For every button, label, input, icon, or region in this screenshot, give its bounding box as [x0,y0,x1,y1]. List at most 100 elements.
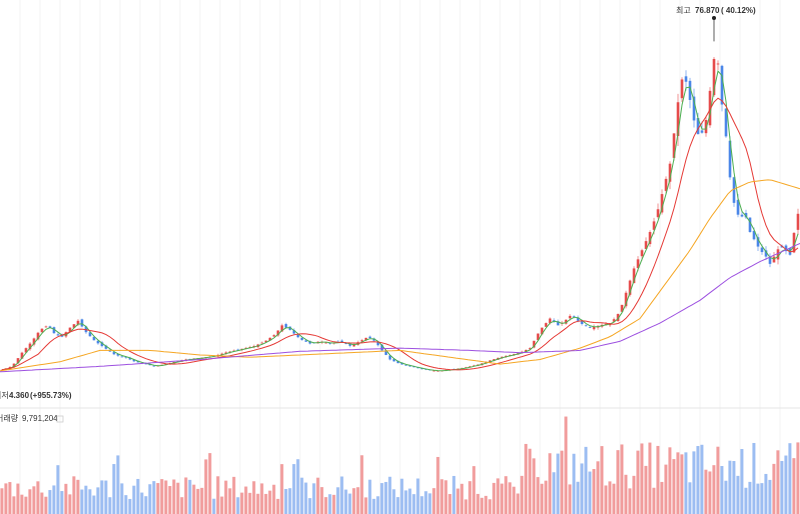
volume-bar [128,498,132,514]
volume-bar [124,495,128,514]
candle-body [328,343,332,344]
volume-bar [748,481,752,514]
volume-bar [476,493,480,514]
candle-body [648,232,652,245]
volume-bar [480,497,484,514]
volume-bar [624,474,628,514]
volume-bar [652,487,656,514]
volume-bar [492,482,496,514]
candle-body [624,292,628,307]
candle-body [784,245,788,252]
volume-bar [336,487,340,514]
volume-bar [348,493,352,514]
candle-body [636,259,640,269]
volume-bar [636,450,640,514]
volume-bar [692,451,696,514]
volume-bar [696,446,700,514]
candle-body [36,332,40,340]
volume-bar [116,455,120,514]
volume-bar [268,490,272,514]
volume-bar [264,493,268,514]
volume-bar [668,447,672,514]
volume-bar [152,481,156,514]
volume-bar [452,475,456,514]
volume-bar [496,478,500,514]
candle-body [700,130,704,133]
volume-bar [640,443,644,514]
volume-bar [552,472,556,514]
candle-body [644,241,648,249]
candle-body [120,356,124,358]
volume-bar [148,484,152,514]
volume-bar [796,442,800,514]
volume-bar [144,496,148,514]
volume-bar [740,449,744,514]
candle-body [104,345,108,349]
candle-body [688,80,692,100]
candle-body [404,364,408,366]
candle-body [304,340,308,342]
volume-bar [604,485,608,514]
candle-body [284,324,288,328]
candle-body [220,353,224,355]
volume-bar [628,488,632,514]
candle-body [396,360,400,364]
volume-bar [88,489,92,514]
volume-bar [432,488,436,514]
volume-bar [428,493,432,514]
volume-bar [468,481,472,514]
low-label-prefix: 최저 [0,390,9,400]
volume-legend-box[interactable] [56,415,64,423]
volume-bar [204,459,208,514]
volume-bar [488,499,492,514]
volume-bar [612,483,616,514]
ma60-line [0,179,800,372]
candle-body [580,320,584,324]
candle-body [592,326,596,330]
volume-bar [252,481,256,514]
volume-bar [540,483,544,514]
volume-bar [420,496,424,514]
candle-body [696,118,700,135]
volume-bar [232,476,236,514]
candle-body [92,336,96,341]
candle-body [652,221,656,230]
volume-bar [536,477,540,514]
volume-bar [208,453,212,514]
candle-body [400,362,404,365]
candle-body [348,343,352,346]
volume-bar [736,475,740,514]
candle-body [152,365,156,367]
low-label-value: 4.360 [9,391,30,400]
volume-value: 9,791,204 [22,414,58,423]
candle-body [740,214,744,217]
volume-bar [292,464,296,514]
volume-bar [508,482,512,514]
volume-bar [780,460,784,514]
low-marker: 최저 4.360 (+955.73%) [0,390,72,400]
volume-bar [212,498,216,514]
candle-body [380,344,384,351]
candle-body [436,370,440,372]
candle-body [628,280,632,295]
volume-bar [588,471,592,514]
candle-body [432,370,436,372]
candle-body [132,359,136,362]
volume-bar [664,464,668,514]
candle-body [584,325,588,327]
volume-bar [772,463,776,514]
candle-body [12,363,16,368]
candle-body [768,257,772,264]
volume-bar [700,444,704,514]
volume-bar [660,481,664,514]
volume-bar [544,480,548,514]
volume-bar [632,475,636,514]
volume-bar [256,493,260,514]
candle-body [508,354,512,356]
volume-bar [324,497,328,514]
volume-bar [444,480,448,514]
high-label-pct: ( 40.12%) [721,6,756,15]
candle-body [588,327,592,328]
candle-body [664,178,668,191]
volume-bar [656,445,660,514]
